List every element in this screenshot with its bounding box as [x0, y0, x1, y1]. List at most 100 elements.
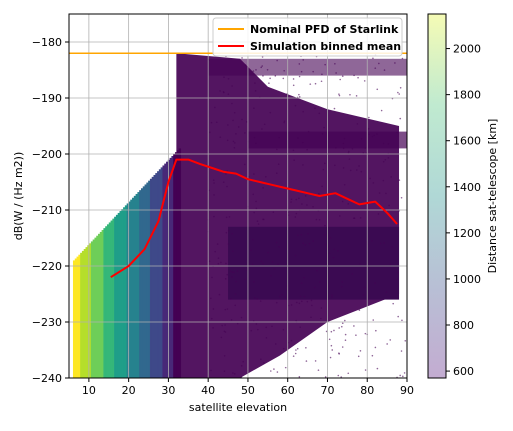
x-tick-label: 50	[241, 384, 255, 397]
scatter-point	[392, 302, 394, 305]
scatter-point	[260, 66, 263, 69]
scatter-point	[255, 142, 257, 145]
scatter-band	[139, 190, 142, 378]
scatter-point	[215, 121, 218, 124]
scatter-point	[357, 355, 360, 358]
scatter-point	[321, 185, 323, 188]
scatter-band	[157, 171, 160, 378]
scatter-point	[290, 198, 293, 201]
scatter-point	[342, 142, 345, 145]
scatter-point	[235, 280, 237, 283]
scatter-point	[315, 218, 318, 221]
scatter-point	[341, 322, 344, 325]
scatter-point	[298, 75, 301, 78]
scatter-point	[255, 200, 257, 203]
scatter-point	[257, 328, 259, 331]
scatter-point	[232, 250, 234, 253]
scatter-point	[261, 128, 263, 130]
scatter-point	[260, 260, 263, 263]
scatter-band	[137, 192, 140, 378]
scatter-band	[135, 193, 139, 378]
scatter-point	[379, 242, 382, 245]
scatter-point	[396, 278, 398, 281]
scatter-point	[372, 319, 375, 321]
scatter-point	[243, 163, 246, 166]
scatter-point	[324, 224, 326, 227]
scatter-point	[360, 138, 363, 140]
scatter-point	[333, 329, 335, 332]
scatter-point	[304, 244, 307, 246]
scatter-point	[282, 77, 285, 80]
scatter-point	[235, 133, 237, 135]
scatter-stripe	[208, 58, 407, 76]
y-tick-label: −200	[32, 148, 62, 161]
y-tick-label: −190	[32, 92, 62, 105]
scatter-point	[389, 339, 392, 341]
scatter-point	[321, 73, 323, 76]
scatter-point	[382, 179, 385, 182]
scatter-point	[282, 347, 285, 350]
scatter-point	[217, 262, 220, 265]
scatter-point	[299, 295, 302, 298]
scatter-point	[256, 298, 259, 300]
scatter-point	[371, 354, 374, 357]
scatter-band	[155, 173, 158, 378]
scatter-point	[372, 57, 374, 60]
scatter-point	[342, 167, 345, 169]
scatter-point	[233, 373, 236, 375]
scatter-point	[397, 91, 399, 94]
scatter-point	[221, 324, 223, 327]
scatter-point	[363, 286, 366, 289]
scatter-point	[292, 84, 295, 87]
scatter-point	[322, 168, 325, 171]
legend-label-nominal-pfd: Nominal PFD of Starlink	[250, 23, 399, 36]
scatter-point	[387, 143, 390, 145]
scatter-point	[227, 93, 230, 95]
scatter-point	[284, 366, 287, 369]
scatter-point	[231, 271, 234, 274]
scatter-band	[174, 152, 178, 378]
scatter-point	[329, 356, 332, 359]
scatter-point	[310, 316, 312, 319]
scatter-point	[213, 215, 215, 218]
scatter-point	[382, 142, 385, 145]
scatter-point	[385, 291, 388, 293]
scatter-band	[160, 167, 164, 378]
scatter-point	[400, 196, 403, 199]
scatter-point	[376, 367, 379, 370]
scatter-point	[209, 131, 211, 134]
scatter-point	[266, 69, 269, 71]
scatter-point	[328, 338, 331, 341]
scatter-point	[252, 238, 254, 241]
scatter-point	[374, 346, 377, 349]
scatter-point	[253, 107, 255, 110]
scatter-point	[303, 295, 306, 298]
scatter-point	[334, 164, 336, 167]
scatter-point	[318, 192, 320, 195]
scatter-point	[244, 132, 246, 134]
scatter-point	[341, 346, 344, 348]
scatter-point	[268, 82, 270, 84]
scatter-point	[364, 332, 367, 335]
scatter-point	[294, 352, 297, 355]
scatter-band	[99, 231, 103, 378]
scatter-point	[359, 350, 362, 352]
scatter-point	[312, 70, 314, 73]
scatter-point	[347, 151, 350, 154]
scatter-point	[398, 210, 400, 212]
scatter-point	[262, 75, 264, 77]
scatter-point	[399, 87, 402, 89]
scatter-band	[80, 252, 83, 378]
scatter-point	[298, 302, 301, 305]
x-axis-ticks: 10 20 30 40 50 60 70 80 90	[82, 378, 414, 397]
scatter-point	[264, 176, 267, 178]
scatter-band	[128, 201, 131, 378]
scatter-point	[278, 136, 281, 139]
scatter-point	[306, 204, 308, 206]
y-tick-label: −230	[32, 316, 62, 329]
scatter-point	[298, 375, 301, 378]
scatter-point	[340, 376, 343, 378]
x-tick-label: 60	[281, 384, 295, 397]
scatter-point	[305, 346, 307, 349]
scatter-point	[229, 270, 232, 273]
